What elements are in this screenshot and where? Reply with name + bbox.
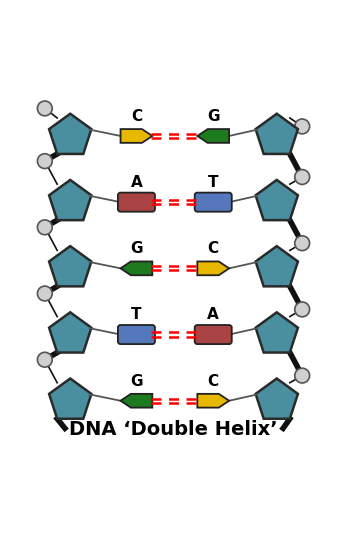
Circle shape xyxy=(37,154,52,169)
Polygon shape xyxy=(197,261,229,275)
Polygon shape xyxy=(256,378,298,419)
Circle shape xyxy=(37,220,52,235)
Circle shape xyxy=(295,368,310,383)
Text: G: G xyxy=(130,373,143,389)
Polygon shape xyxy=(49,378,91,419)
Polygon shape xyxy=(256,312,298,352)
Text: T: T xyxy=(208,175,219,190)
Circle shape xyxy=(295,119,310,134)
Polygon shape xyxy=(256,180,298,220)
Circle shape xyxy=(295,302,310,317)
Text: DNA ‘Double Helix’: DNA ‘Double Helix’ xyxy=(69,420,278,439)
Polygon shape xyxy=(120,129,152,143)
Polygon shape xyxy=(49,180,91,220)
Polygon shape xyxy=(49,114,91,154)
FancyBboxPatch shape xyxy=(118,192,155,212)
Polygon shape xyxy=(256,246,298,286)
Text: A: A xyxy=(208,307,219,322)
Polygon shape xyxy=(120,261,152,275)
Polygon shape xyxy=(197,394,229,408)
Polygon shape xyxy=(197,129,229,143)
Polygon shape xyxy=(49,246,91,286)
Circle shape xyxy=(37,101,52,116)
Text: G: G xyxy=(207,109,219,124)
Text: G: G xyxy=(130,241,143,256)
FancyBboxPatch shape xyxy=(195,192,232,212)
Polygon shape xyxy=(256,114,298,154)
Circle shape xyxy=(295,170,310,184)
Text: C: C xyxy=(208,373,219,389)
Polygon shape xyxy=(120,394,152,408)
Text: C: C xyxy=(131,109,142,124)
Text: T: T xyxy=(131,307,142,322)
Circle shape xyxy=(37,286,52,301)
FancyBboxPatch shape xyxy=(195,325,232,344)
Text: A: A xyxy=(130,175,142,190)
Text: C: C xyxy=(208,241,219,256)
Polygon shape xyxy=(49,312,91,352)
Circle shape xyxy=(37,352,52,367)
FancyBboxPatch shape xyxy=(118,325,155,344)
Circle shape xyxy=(295,236,310,250)
